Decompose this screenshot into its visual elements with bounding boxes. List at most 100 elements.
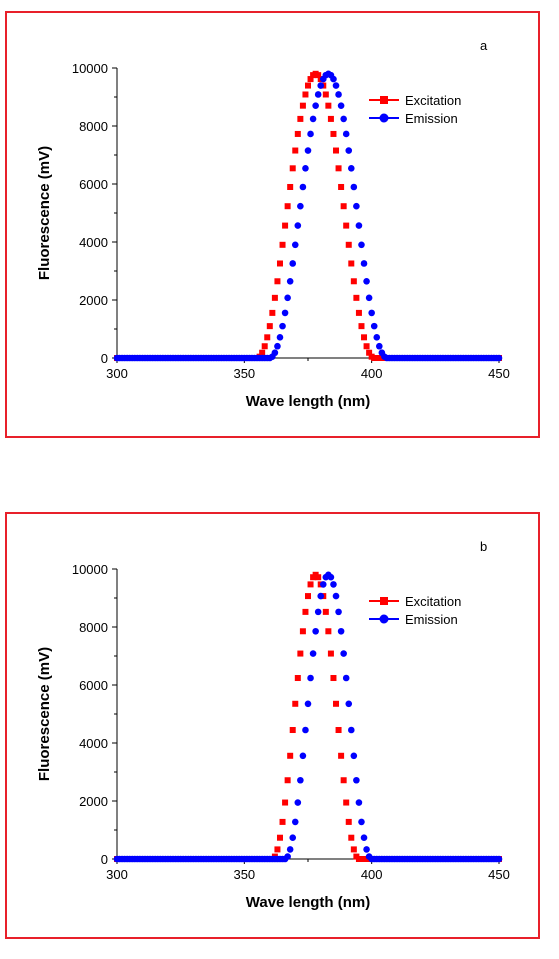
data-point bbox=[274, 342, 281, 350]
x-axis-title: Wave length (nm) bbox=[246, 894, 370, 911]
data-point bbox=[335, 91, 342, 98]
data-point bbox=[327, 115, 334, 122]
data-point bbox=[279, 322, 286, 330]
data-point bbox=[350, 278, 357, 285]
data-point bbox=[348, 260, 355, 267]
data-point bbox=[305, 82, 311, 89]
data-point bbox=[333, 700, 340, 707]
legend-marker bbox=[380, 96, 388, 104]
y-tick-label: 4000 bbox=[79, 235, 108, 250]
data-point bbox=[312, 102, 319, 109]
data-point bbox=[307, 674, 314, 682]
data-point bbox=[319, 581, 327, 588]
data-point bbox=[376, 342, 383, 350]
data-point bbox=[333, 147, 340, 154]
data-point bbox=[307, 130, 314, 138]
data-point bbox=[361, 334, 368, 341]
data-point bbox=[370, 322, 378, 330]
data-point bbox=[302, 165, 309, 172]
x-tick-label: 450 bbox=[488, 366, 510, 381]
data-point bbox=[292, 700, 299, 707]
chart-panel-a: 300 350 400 450 0 2000 4000 6000 8000 10000 Wave l… bbox=[5, 11, 540, 438]
y-axis-title: Fluorescence (mV) bbox=[36, 647, 53, 781]
y-tick-label: 10000 bbox=[72, 562, 108, 577]
data-point bbox=[269, 309, 276, 316]
data-point bbox=[325, 628, 332, 635]
data-point bbox=[366, 349, 373, 356]
y-tick-label: 2000 bbox=[79, 293, 108, 308]
data-point bbox=[297, 115, 304, 122]
data-point bbox=[282, 222, 289, 229]
data-point bbox=[340, 650, 347, 657]
data-point bbox=[327, 573, 335, 581]
data-point bbox=[299, 628, 306, 635]
data-point bbox=[286, 846, 294, 853]
data-point bbox=[363, 277, 370, 285]
legend-label: Emission bbox=[405, 111, 458, 126]
data-point bbox=[279, 818, 286, 825]
chart-b-svg: 300 350 400 450 0 2000 4000 6000 8000 10000 Wave l… bbox=[36, 539, 510, 911]
data-point bbox=[279, 241, 286, 248]
data-point bbox=[312, 627, 319, 635]
data-point bbox=[348, 834, 355, 841]
data-point bbox=[358, 818, 365, 826]
data-point bbox=[330, 675, 337, 682]
data-point bbox=[307, 581, 314, 588]
data-point bbox=[287, 183, 294, 190]
legend-item-excitation: Excitation bbox=[369, 93, 461, 108]
data-point bbox=[358, 323, 365, 330]
y-tick-label: 8000 bbox=[79, 119, 108, 134]
data-point bbox=[355, 309, 362, 316]
data-point bbox=[294, 675, 301, 682]
data-point bbox=[332, 592, 340, 600]
y-tick-label: 6000 bbox=[79, 678, 108, 693]
legend-label: Emission bbox=[405, 612, 458, 627]
data-point bbox=[340, 203, 347, 210]
data-point bbox=[299, 752, 307, 760]
data-point bbox=[261, 343, 268, 350]
data-point bbox=[365, 294, 373, 302]
legend-item-emission: Emission bbox=[369, 111, 458, 126]
legend-item-emission: Emission bbox=[369, 612, 458, 627]
y-tick-label: 4000 bbox=[79, 736, 108, 751]
data-point bbox=[305, 593, 311, 600]
y-tick-label: 8000 bbox=[79, 620, 108, 635]
data-point bbox=[304, 700, 312, 708]
y-tick-label: 6000 bbox=[79, 177, 108, 192]
y-tick-label: 0 bbox=[101, 852, 108, 867]
data-point bbox=[289, 834, 297, 842]
panel-label: b bbox=[480, 539, 487, 554]
data-point bbox=[335, 727, 342, 734]
data-point bbox=[297, 202, 304, 210]
chart-a-svg: 300 350 400 450 0 2000 4000 6000 8000 10000 Wave l… bbox=[36, 38, 510, 410]
data-point bbox=[291, 818, 299, 826]
data-point bbox=[314, 608, 322, 616]
data-point bbox=[343, 799, 350, 806]
data-point bbox=[299, 102, 306, 109]
x-axis-title: Wave length (nm) bbox=[246, 393, 370, 410]
data-point bbox=[338, 183, 345, 190]
data-point bbox=[345, 241, 352, 248]
data-point bbox=[315, 574, 322, 581]
data-point bbox=[342, 130, 350, 138]
data-point bbox=[271, 294, 278, 301]
data-point bbox=[335, 165, 342, 172]
data-point bbox=[259, 349, 266, 356]
data-point bbox=[291, 241, 299, 249]
data-point bbox=[360, 260, 368, 267]
data-point bbox=[299, 183, 307, 191]
data-point bbox=[309, 650, 317, 657]
data-point bbox=[353, 776, 360, 784]
y-tick-label: 10000 bbox=[72, 61, 108, 76]
x-tick-label: 300 bbox=[106, 867, 128, 882]
data-point bbox=[314, 91, 322, 98]
data-point bbox=[337, 102, 345, 109]
data-point bbox=[363, 846, 370, 853]
data-point bbox=[360, 834, 368, 842]
data-point bbox=[345, 818, 352, 825]
data-point bbox=[284, 777, 291, 784]
data-point bbox=[302, 608, 309, 615]
data-point bbox=[335, 608, 342, 616]
data-point bbox=[292, 147, 299, 154]
data-point bbox=[358, 241, 365, 249]
